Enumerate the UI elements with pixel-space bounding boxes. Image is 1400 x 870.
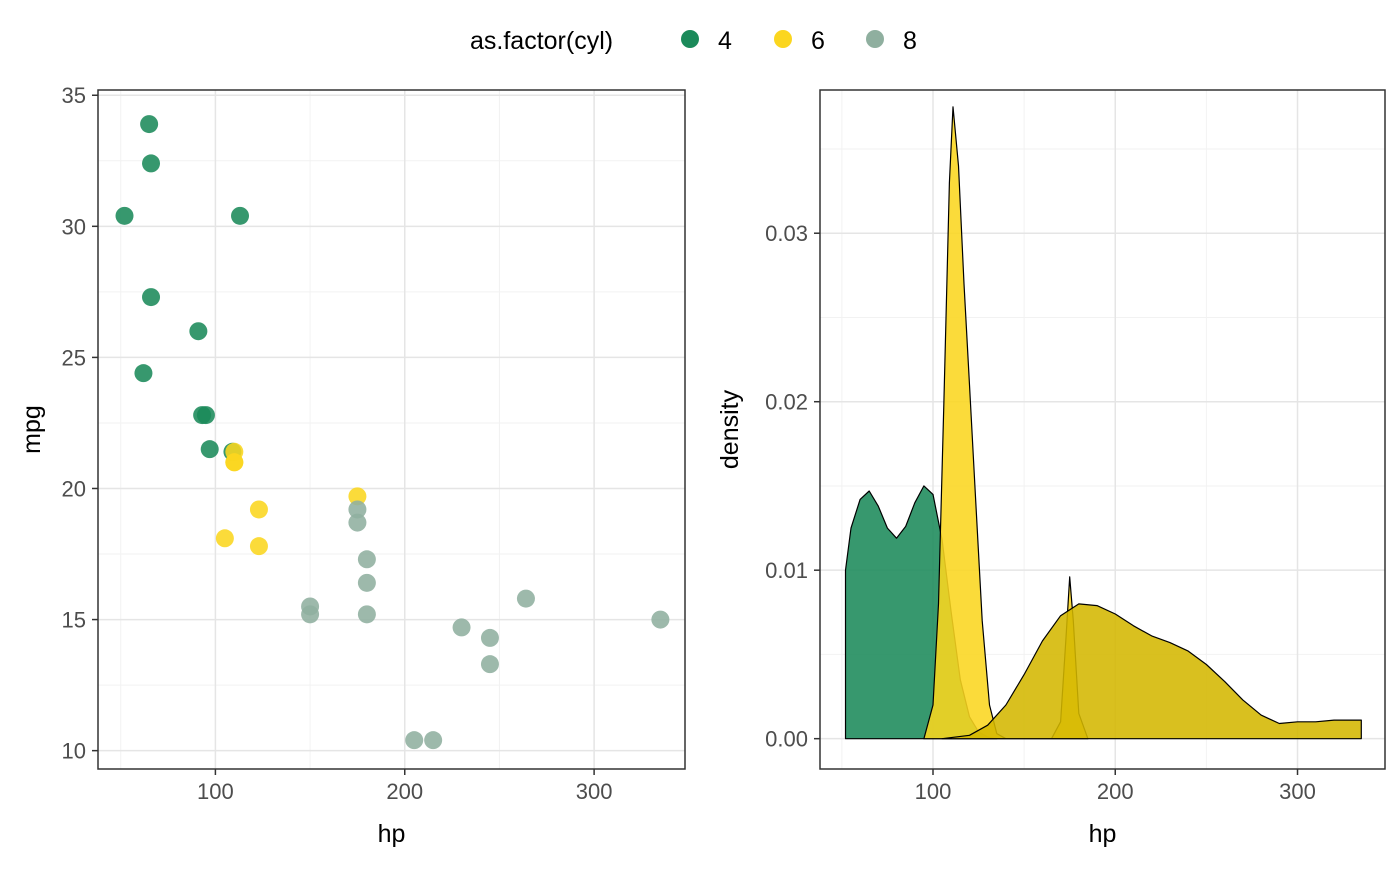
x-tick-label: 100 — [197, 779, 234, 804]
y-tick-label: 10 — [62, 739, 86, 764]
scatter-point-cyl-8 — [516, 589, 535, 608]
y-tick-label: 30 — [62, 214, 86, 239]
legend-label-8: 8 — [903, 27, 917, 55]
scatter-panel: 100 200 300 10 15 20 25 30 35 hp mpg — [18, 83, 686, 848]
scatter-point-cyl-4 — [200, 440, 219, 459]
legend-key-8 — [866, 30, 884, 48]
x-tick-label: 100 — [915, 779, 952, 804]
scatter-data — [115, 115, 670, 750]
scatter-point-cyl-6 — [249, 537, 268, 556]
y-tick-label: 0.02 — [765, 390, 808, 415]
scatter-point-cyl-8 — [424, 731, 443, 750]
legend: as.factor(cyl) 4 6 8 — [470, 27, 917, 55]
scatter-point-cyl-8 — [452, 618, 471, 637]
scatter-point-cyl-4 — [142, 154, 161, 173]
scatter-point-cyl-4 — [134, 364, 153, 383]
legend-label-4: 4 — [718, 27, 732, 55]
scatter-axes: 100 200 300 10 15 20 25 30 35 — [62, 83, 613, 804]
scatter-point-cyl-8 — [651, 610, 670, 629]
scatter-point-cyl-4 — [142, 288, 161, 307]
y-tick-label: 0.00 — [765, 727, 808, 752]
density-data — [844, 106, 1362, 740]
density-area-cyl-8 — [941, 603, 1362, 740]
scatter-point-cyl-8 — [357, 573, 376, 592]
y-tick-label: 25 — [62, 345, 86, 370]
scatter-point-cyl-8 — [480, 628, 499, 647]
scatter-point-cyl-6 — [249, 500, 268, 519]
legend-title: as.factor(cyl) — [470, 27, 613, 55]
scatter-x-axis-title: hp — [378, 820, 406, 848]
legend-key-6 — [774, 30, 792, 48]
scatter-point-cyl-4 — [189, 322, 208, 341]
density-axes: 100 200 300 0.00 0.01 0.02 0.03 — [765, 221, 1316, 804]
scatter-point-cyl-8 — [348, 513, 367, 532]
density-y-axis-title: density — [716, 389, 744, 469]
scatter-plot-background — [98, 90, 685, 769]
scatter-point-cyl-4 — [231, 206, 250, 225]
scatter-point-cyl-4 — [140, 115, 159, 134]
x-tick-label: 300 — [576, 779, 613, 804]
scatter-point-cyl-4 — [115, 206, 134, 225]
scatter-point-cyl-8 — [357, 550, 376, 569]
y-tick-label: 15 — [62, 608, 86, 633]
scatter-point-cyl-8 — [405, 731, 424, 750]
scatter-point-cyl-4 — [196, 406, 215, 425]
x-tick-label: 200 — [1097, 779, 1134, 804]
x-tick-label: 300 — [1279, 779, 1316, 804]
scatter-grid — [98, 90, 685, 769]
scatter-point-cyl-6 — [225, 442, 244, 461]
scatter-point-cyl-6 — [348, 487, 367, 506]
x-tick-label: 200 — [386, 779, 423, 804]
scatter-point-cyl-8 — [357, 605, 376, 624]
legend-key-4 — [681, 30, 699, 48]
scatter-panel-border — [97, 89, 686, 770]
y-tick-label: 35 — [62, 83, 86, 108]
scatter-point-cyl-6 — [215, 529, 234, 548]
y-tick-label: 20 — [62, 476, 86, 501]
scatter-point-cyl-8 — [480, 655, 499, 674]
y-tick-label: 0.03 — [765, 221, 808, 246]
legend-label-6: 6 — [811, 27, 825, 55]
density-panel-border — [819, 89, 1386, 770]
scatter-point-cyl-8 — [348, 500, 367, 519]
scatter-y-axis-title: mpg — [18, 405, 46, 454]
density-x-axis-title: hp — [1089, 820, 1117, 848]
scatter-point-cyl-8 — [301, 605, 320, 624]
density-panel: 100 200 300 0.00 0.01 0.02 0.03 hp density — [716, 89, 1386, 848]
y-tick-label: 0.01 — [765, 558, 808, 583]
